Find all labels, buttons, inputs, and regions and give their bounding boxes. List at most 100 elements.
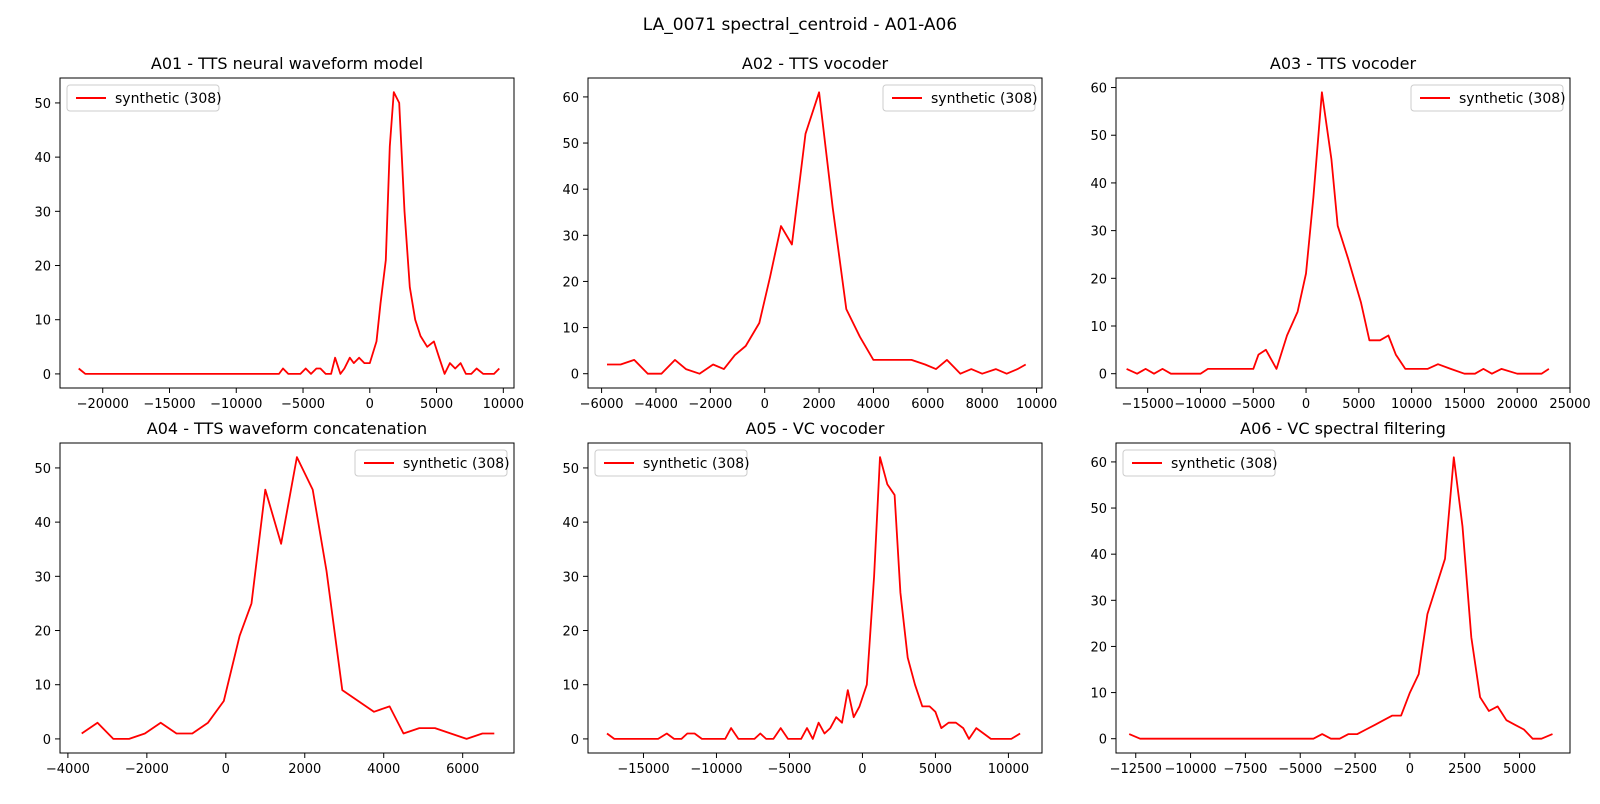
subplot-title: A04 - TTS waveform concatenation — [147, 419, 427, 438]
y-tick-label: 30 — [562, 570, 579, 585]
y-tick-label: 0 — [571, 368, 579, 383]
subplot-title: A02 - TTS vocoder — [742, 54, 889, 73]
x-tick-label: −2000 — [125, 762, 169, 777]
y-tick-label: 20 — [562, 625, 579, 640]
x-tick-label: −12500 — [1110, 762, 1162, 777]
x-tick-label: 0 — [1302, 397, 1310, 412]
x-tick-label: 2000 — [288, 762, 321, 777]
legend-label: synthetic (308) — [643, 456, 750, 472]
y-tick-label: 20 — [1090, 640, 1107, 655]
x-tick-label: −2500 — [1333, 762, 1377, 777]
x-tick-label: −10000 — [210, 397, 262, 412]
x-tick-label: 4000 — [857, 397, 890, 412]
y-tick-label: 10 — [1090, 320, 1107, 335]
x-tick-label: −20000 — [77, 397, 129, 412]
legend: synthetic (308) — [354, 449, 510, 477]
subplot-1: A01 - TTS neural waveform model −20000 −15… — [34, 54, 524, 412]
x-tick-label: 10000 — [483, 397, 524, 412]
legend-box — [1410, 84, 1564, 112]
series-line — [607, 91, 1027, 375]
x-tick-label: −5000 — [1231, 397, 1275, 412]
x-tick-label: 8000 — [966, 397, 999, 412]
subplot-title: A06 - VC spectral filtering — [1240, 419, 1446, 438]
x-tick-label: 10000 — [988, 762, 1029, 777]
legend: synthetic (308) — [1410, 84, 1566, 112]
x-tick-label: −4000 — [46, 762, 90, 777]
figure-title: LA_0071 spectral_centroid - A01-A06 — [643, 15, 957, 35]
y-tick-label: 50 — [34, 462, 51, 477]
x-tick-label: 6000 — [911, 397, 944, 412]
legend-label: synthetic (308) — [931, 91, 1038, 107]
x-tick-label: −10000 — [1164, 762, 1216, 777]
y-tick-label: 10 — [562, 679, 579, 694]
x-tick-label: −5000 — [1278, 762, 1322, 777]
legend-box — [594, 449, 748, 477]
legend-box — [1122, 449, 1276, 477]
x-tick-label: 25000 — [1549, 397, 1590, 412]
x-tick-label: 0 — [1406, 762, 1414, 777]
subplot-6: A06 - VC spectral filtering −12500 −10000 −… — [1090, 419, 1571, 777]
legend-label: synthetic (308) — [403, 456, 510, 472]
y-tick-label: 20 — [1090, 272, 1107, 287]
x-tick-label: 10000 — [1016, 397, 1057, 412]
y-tick-label: 10 — [34, 679, 51, 694]
legend: synthetic (308) — [882, 84, 1038, 112]
x-tick-label: −10000 — [1174, 397, 1226, 412]
axes-frame — [59, 77, 515, 389]
x-tick-label: −5000 — [767, 762, 811, 777]
y-tick-label: 50 — [562, 462, 579, 477]
series-line — [606, 456, 1021, 740]
axes-frame — [1115, 442, 1571, 754]
x-tick-label: −2000 — [688, 397, 732, 412]
x-tick-label: 15000 — [1444, 397, 1485, 412]
y-tick-label: 20 — [34, 625, 51, 640]
subplot-title: A01 - TTS neural waveform model — [151, 54, 423, 73]
y-tick-label: 40 — [34, 516, 51, 531]
y-tick-label: 30 — [1090, 225, 1107, 240]
y-tick-label: 20 — [562, 275, 579, 290]
y-tick-label: 60 — [562, 91, 579, 106]
subplot-3: A03 - TTS vocoder −15000 −10000 −5000 0 5000 1… — [1090, 54, 1590, 412]
y-tick-label: 20 — [34, 260, 51, 275]
x-tick-label: −15000 — [1122, 397, 1174, 412]
legend-box — [354, 449, 508, 477]
x-tick-label: 5000 — [1503, 762, 1536, 777]
y-tick-label: 0 — [571, 733, 579, 748]
y-tick-label: 50 — [34, 97, 51, 112]
x-tick-label: 20000 — [1497, 397, 1538, 412]
y-tick-label: 30 — [562, 229, 579, 244]
y-tick-label: 0 — [1099, 733, 1107, 748]
x-tick-label: 5000 — [919, 762, 952, 777]
x-tick-label: −5000 — [281, 397, 325, 412]
y-tick-label: 40 — [34, 151, 51, 166]
y-tick-label: 10 — [34, 314, 51, 329]
subplot-2: A02 - TTS vocoder−6000 −4000 −2000 0 2000 400… — [562, 54, 1057, 412]
axes-frame — [587, 442, 1043, 754]
x-tick-label: 4000 — [367, 762, 400, 777]
legend-box — [882, 84, 1036, 112]
y-tick-label: 50 — [1090, 502, 1107, 517]
x-tick-label: 0 — [366, 397, 374, 412]
series-line — [1126, 91, 1550, 375]
y-tick-label: 60 — [1090, 456, 1107, 471]
subplot-4: A04 - TTS waveform concatenation −4000 −20… — [34, 419, 515, 777]
legend-label: synthetic (308) — [115, 91, 222, 107]
x-tick-label: 2500 — [1448, 762, 1481, 777]
x-tick-label: −4000 — [634, 397, 678, 412]
y-tick-label: 0 — [1099, 368, 1107, 383]
legend: synthetic (308) — [66, 84, 222, 112]
x-tick-label: 0 — [761, 397, 769, 412]
x-tick-label: −10000 — [690, 762, 742, 777]
y-tick-label: 30 — [34, 570, 51, 585]
x-tick-label: 5000 — [420, 397, 453, 412]
series-line — [81, 456, 495, 740]
x-tick-label: −6000 — [580, 397, 624, 412]
x-tick-label: 0 — [858, 762, 866, 777]
subplot-5: A05 - VC vocoder −15000 −10000 −5000 0 5000 10… — [562, 419, 1043, 777]
legend-label: synthetic (308) — [1171, 456, 1278, 472]
legend: synthetic (308) — [594, 449, 750, 477]
y-tick-label: 30 — [34, 205, 51, 220]
legend: synthetic (308) — [1122, 449, 1278, 477]
y-tick-label: 0 — [43, 733, 51, 748]
x-tick-label: 10000 — [1391, 397, 1432, 412]
